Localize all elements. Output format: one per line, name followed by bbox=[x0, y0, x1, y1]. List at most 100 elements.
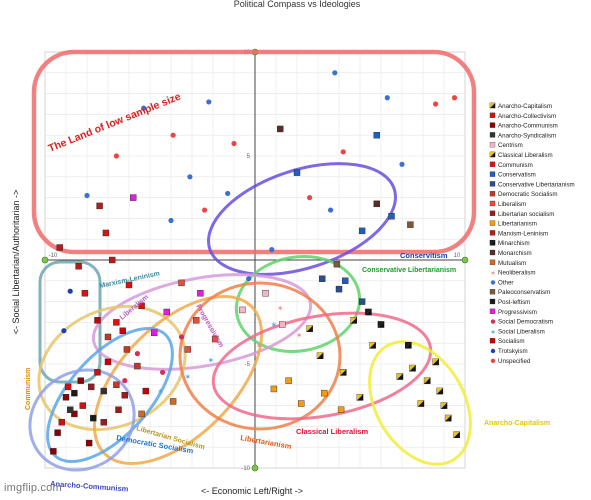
data-point-libertarian-socialism bbox=[87, 383, 95, 391]
legend-swatch bbox=[489, 112, 496, 118]
low-sample-region bbox=[31, 49, 477, 255]
data-point-classical-liberalism bbox=[350, 317, 358, 324]
data-point-neoliberalism: ✶ bbox=[277, 304, 284, 313]
data-point-conservative-libertarianism bbox=[319, 275, 326, 282]
legend-entry: Classical Liberalism bbox=[489, 151, 553, 159]
data-point-democratic-socialism bbox=[104, 333, 112, 341]
y-axis-label: <- Social Libertarian/Authoritarian -> bbox=[11, 190, 21, 335]
legend-label: Socialism bbox=[498, 338, 524, 345]
data-point-classical-liberalism bbox=[316, 352, 324, 359]
legend-entry: Democratic Socialism bbox=[489, 191, 557, 198]
legend-swatch bbox=[489, 171, 496, 177]
data-point-other bbox=[384, 95, 390, 101]
data-point-libertarianism bbox=[321, 389, 328, 397]
conservatism-region bbox=[207, 162, 397, 276]
legend-swatch bbox=[489, 210, 496, 216]
data-point-other bbox=[328, 207, 334, 213]
data-point-social-democratism bbox=[160, 369, 166, 375]
legend-label: Mutualism bbox=[498, 260, 526, 267]
data-point-anarcho-capitalism bbox=[436, 387, 444, 395]
data-point-social-liberalism: ✶ bbox=[271, 320, 278, 329]
data-point-anarcho-capitalism bbox=[432, 358, 439, 366]
data-point-libertarianism bbox=[298, 400, 305, 407]
democratic-socialism-region bbox=[46, 326, 174, 464]
data-point-anarcho-syndicalism bbox=[100, 387, 108, 395]
legend-swatch bbox=[490, 103, 495, 108]
data-point-liberalism bbox=[184, 346, 192, 353]
legend-swatch bbox=[489, 161, 496, 167]
axis-endpoint-right bbox=[461, 256, 469, 264]
data-point-unspecified bbox=[113, 153, 119, 159]
legend-entry: ✶ Social Liberalism bbox=[490, 328, 545, 336]
marker-fill-color bbox=[417, 400, 424, 407]
data-point-marxism-leninism bbox=[108, 256, 116, 264]
data-point-classical-liberalism bbox=[369, 341, 376, 349]
data-point-paleoconservatism bbox=[333, 260, 341, 268]
legend-entry: Progressivism bbox=[489, 308, 537, 316]
data-point-classical-liberalism bbox=[306, 325, 313, 332]
legend-label: Post-leftism bbox=[498, 299, 530, 306]
legend-label: Conservative Libertarianism bbox=[498, 181, 575, 188]
data-point-other bbox=[206, 99, 212, 105]
data-point-social-democratism bbox=[178, 334, 185, 340]
legend-swatch bbox=[489, 200, 496, 207]
legend-label: Trotskyism bbox=[498, 348, 528, 355]
data-points: ✶ ✶ ✶ ✶ ✶ ✶ ✶ bbox=[50, 70, 460, 455]
data-point-anarcho-collectivism bbox=[94, 369, 101, 376]
legend-label: Progressivism bbox=[498, 309, 537, 316]
marker-fill-color bbox=[453, 431, 460, 438]
data-point-unspecified bbox=[340, 149, 346, 155]
legend-swatch bbox=[490, 358, 496, 363]
marker-fill-color bbox=[445, 415, 452, 422]
data-point-anarcho-collectivism bbox=[64, 383, 72, 391]
legend-swatch bbox=[489, 122, 496, 128]
legend-entry: Socialism bbox=[489, 338, 524, 345]
legend-entry: Liberalism bbox=[489, 200, 526, 208]
data-point-progressivism bbox=[150, 329, 158, 336]
watermark: imgflip.com bbox=[4, 482, 62, 494]
data-point-classical-liberalism bbox=[339, 369, 347, 376]
legend: Anarcho-Capitalism Anarcho-Collectivism An… bbox=[489, 102, 575, 365]
y-tick-label: 5 bbox=[247, 154, 251, 160]
legend-swatch bbox=[489, 142, 496, 148]
data-point-marxism-leninism bbox=[96, 202, 103, 210]
data-point-classical-liberalism bbox=[356, 393, 364, 401]
legend-swatch bbox=[489, 308, 496, 314]
data-point-progressivism bbox=[197, 290, 204, 297]
marker-fill-color bbox=[378, 321, 384, 328]
x-tick-label: 10 bbox=[454, 253, 461, 259]
data-point-anarcho-communism bbox=[54, 429, 61, 436]
axis-endpoint-left bbox=[41, 256, 49, 264]
marker-fill-color bbox=[369, 342, 376, 349]
legend-swatch bbox=[490, 280, 496, 285]
data-point-libertarian-socialism bbox=[100, 419, 108, 426]
data-point-centrism bbox=[262, 290, 269, 297]
legend-label: Conservatism bbox=[498, 172, 536, 179]
annotation-label: Progressivism bbox=[194, 304, 224, 349]
legend-swatch bbox=[490, 348, 496, 354]
legend-label: Neoliberalism bbox=[498, 270, 535, 277]
data-point-democratic-socialism bbox=[113, 381, 120, 388]
annotations: The Land of low sample size Conservitism C… bbox=[25, 90, 550, 493]
data-point-conservatism bbox=[358, 227, 366, 235]
marker-fill-color bbox=[441, 402, 447, 409]
annotation-label: Conservitism bbox=[400, 251, 448, 260]
data-point-trotskyism bbox=[61, 328, 67, 334]
legend-entry: Communism bbox=[489, 161, 533, 169]
legend-entry: Anarcho-Syndicalism bbox=[489, 132, 556, 139]
data-point-unspecified bbox=[202, 207, 208, 213]
annotation-label: Classical Liberalism bbox=[296, 427, 368, 436]
data-point-social-liberalism: ✶ bbox=[157, 387, 164, 396]
annotation-label: The Land of low sample size bbox=[47, 90, 183, 154]
data-point-mutualism bbox=[169, 398, 177, 405]
marker-fill-color bbox=[405, 342, 412, 349]
data-point-other bbox=[187, 174, 193, 180]
data-point-anarcho-collectivism bbox=[58, 419, 65, 426]
legend-label: Other bbox=[498, 279, 513, 286]
legend-label: Anarcho-Syndicalism bbox=[498, 132, 556, 139]
annotation-label: Libertarianism bbox=[240, 433, 293, 451]
legend-swatch bbox=[489, 298, 496, 305]
annotation-label: Communism bbox=[25, 368, 32, 410]
data-point-marxism-leninism bbox=[75, 263, 82, 270]
legend-entry: Marxism-Leninism bbox=[489, 230, 548, 237]
